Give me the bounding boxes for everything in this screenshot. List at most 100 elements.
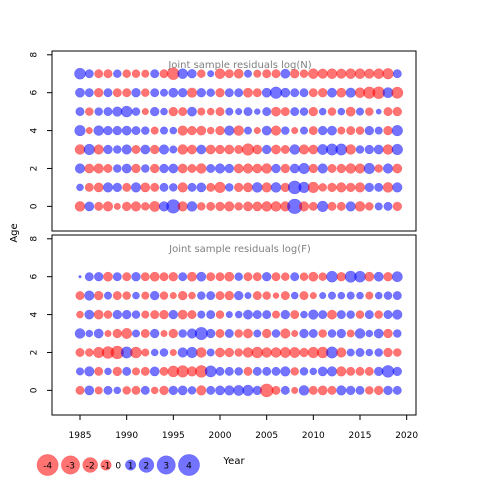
residual-bubble (261, 182, 272, 193)
residual-bubble (177, 163, 188, 174)
residual-bubble (336, 328, 347, 339)
residual-bubble (252, 182, 263, 193)
residual-bubble (140, 182, 151, 193)
residual-bubble (102, 182, 114, 193)
residual-bubble (251, 346, 264, 359)
residual-bubble (354, 328, 366, 339)
residual-bubble (177, 182, 188, 193)
residual-bubble (121, 163, 132, 174)
residual-bubble (308, 329, 318, 338)
legend-label: 3 (163, 462, 169, 472)
residual-bubble (159, 126, 169, 135)
residual-bubble (261, 347, 272, 358)
residual-bubble (187, 68, 197, 79)
legend-bubble (178, 454, 200, 476)
residual-bubble (224, 163, 235, 174)
residual-bubble (280, 68, 291, 79)
residual-bubble (132, 291, 140, 300)
residual-bubble (308, 385, 318, 395)
y-tick-label: 2 (30, 350, 40, 356)
residual-bubble (122, 291, 131, 300)
residual-bubble (141, 88, 150, 97)
residual-bubble (187, 182, 197, 192)
residual-bubble (346, 291, 355, 300)
residual-bubble (319, 292, 327, 300)
residual-bubble (318, 272, 327, 281)
residual-bubble (355, 126, 365, 135)
residual-bubble (131, 69, 141, 78)
residual-bubble (252, 272, 262, 282)
residual-bubble (364, 125, 375, 136)
residual-bubble (206, 88, 215, 97)
residual-bubble (205, 144, 216, 155)
residual-bubble (169, 126, 178, 135)
residual-bubble (74, 328, 86, 339)
residual-bubble (317, 366, 328, 377)
residual-bubble (103, 88, 113, 98)
residual-bubble (84, 309, 95, 320)
residual-bubble (335, 143, 348, 156)
residual-bubble (290, 88, 300, 98)
residual-bubble (269, 86, 283, 99)
residual-bubble (383, 271, 393, 282)
residual-bubble (104, 367, 112, 376)
residual-bubble (215, 272, 225, 282)
residual-bubble (113, 164, 122, 173)
residual-bubble (130, 346, 142, 359)
residual-bubble (271, 106, 281, 117)
residual-bubble (159, 291, 169, 300)
residual-bubble (76, 183, 84, 192)
residual-bubble (75, 107, 85, 117)
residual-bubble (383, 125, 393, 136)
residual-bubble (141, 108, 149, 116)
residual-bubble (187, 125, 197, 136)
residual-bubble (298, 201, 310, 212)
residual-bubble (104, 329, 112, 338)
residual-bubble (150, 88, 160, 98)
residual-bubble (252, 88, 262, 98)
residual-bubble (356, 291, 364, 300)
residual-bubble (308, 88, 318, 98)
residual-bubble (345, 163, 356, 174)
residual-bubble (317, 163, 328, 174)
residual-bubble (345, 182, 356, 193)
residual-bubble (336, 182, 347, 193)
residual-bubble (280, 309, 291, 320)
residual-bubble (215, 385, 225, 396)
residual-bubble (262, 366, 272, 376)
residual-bubble (93, 182, 104, 193)
residual-bubble (149, 366, 160, 377)
residual-bubble (261, 328, 272, 339)
residual-bubble (354, 270, 366, 283)
residual-bubble (74, 163, 86, 174)
residual-bubble (262, 310, 272, 320)
residual-bubble (280, 291, 290, 301)
residual-bubble (373, 68, 384, 79)
residual-bubble (197, 107, 206, 116)
residual-bubble (103, 310, 113, 319)
residual-bubble (337, 126, 346, 135)
residual-bubble (103, 107, 113, 117)
residual-bubble (224, 290, 235, 301)
residual-bubble (270, 182, 282, 193)
residual-bubble (299, 69, 309, 78)
residual-bubble (383, 328, 393, 339)
residual-bubble (187, 310, 197, 320)
panel-logN-bubbles (74, 67, 404, 215)
residual-bubble (84, 163, 95, 174)
residual-bubble (290, 272, 300, 282)
residual-bubble (78, 275, 82, 279)
residual-bubble (205, 328, 216, 339)
residual-bubble (140, 272, 150, 282)
residual-bubble (365, 386, 374, 395)
residual-bubble (299, 126, 309, 135)
residual-bubble (235, 108, 243, 116)
residual-bubble (206, 310, 216, 320)
residual-bubble (327, 107, 337, 116)
residual-bubble (224, 201, 235, 212)
residual-bubble (364, 366, 374, 376)
residual-bubble (336, 310, 346, 320)
residual-bubble (271, 69, 281, 79)
residual-bubble (159, 366, 169, 376)
residual-bubble (299, 107, 309, 116)
